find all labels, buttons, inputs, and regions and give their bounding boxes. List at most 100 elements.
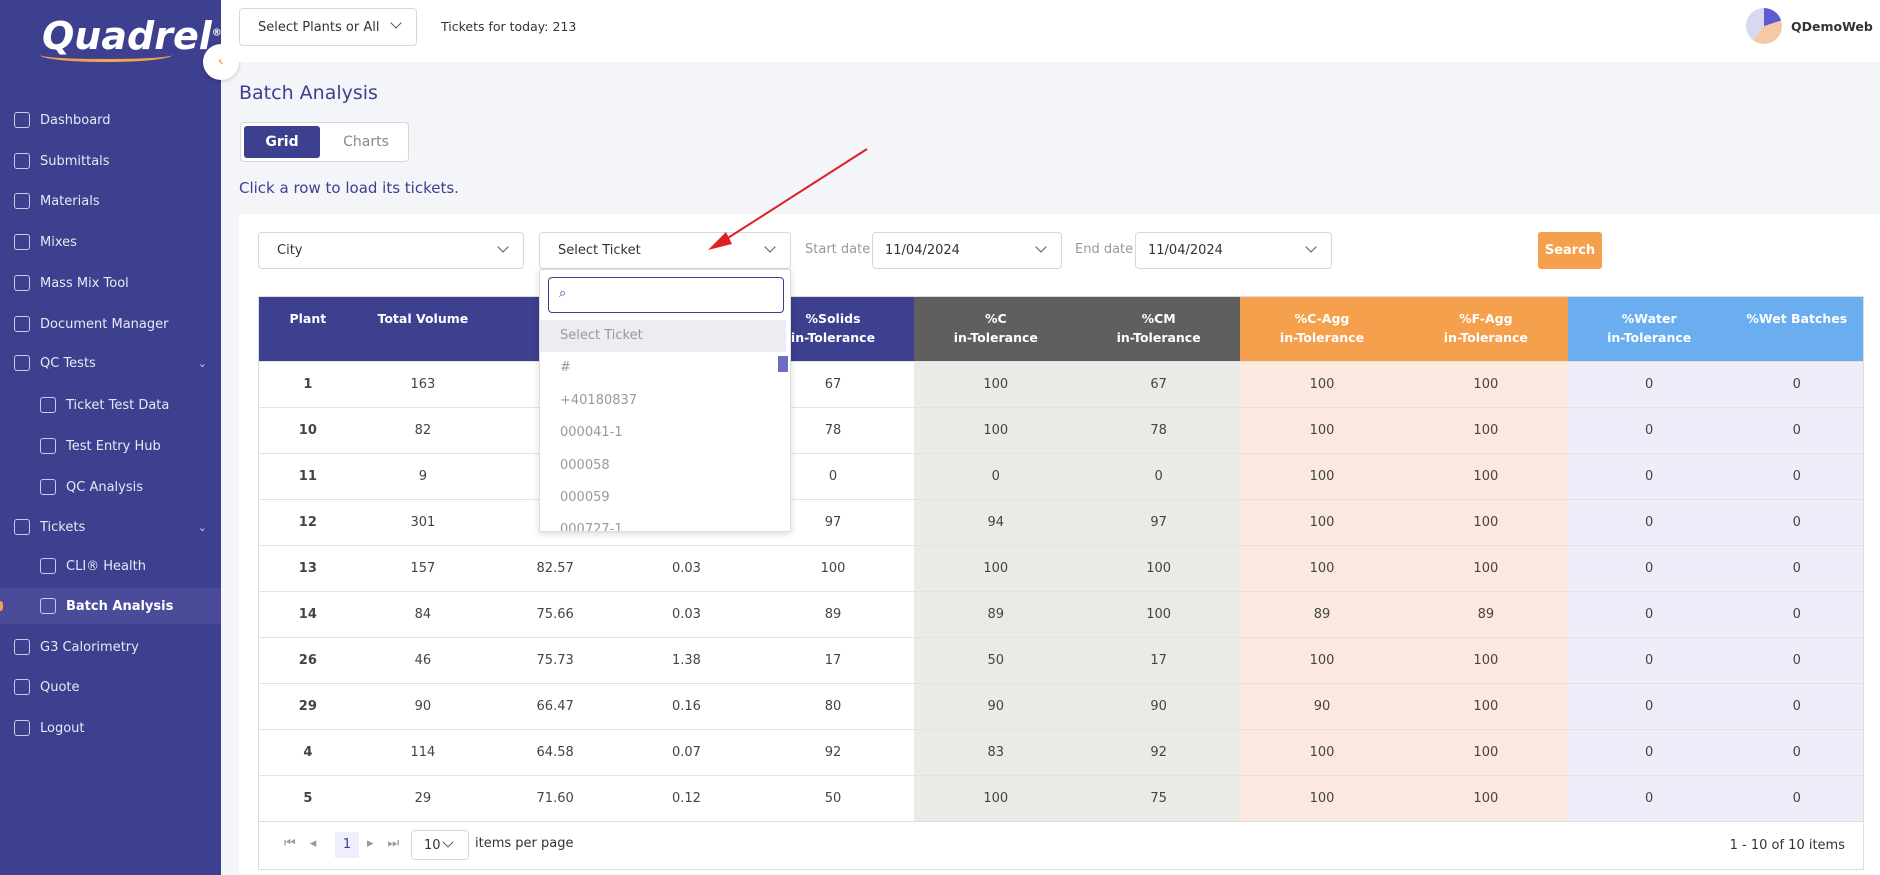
- nav-item[interactable]: QC Analysis: [0, 469, 221, 505]
- nav-label: Tickets: [40, 519, 86, 535]
- cell-text: 9: [418, 468, 427, 484]
- nav-item[interactable]: Test Entry Hub: [0, 428, 221, 464]
- table-cell: 0: [1567, 452, 1731, 499]
- nav-item[interactable]: Materials: [0, 183, 221, 219]
- nav-icon: [14, 234, 30, 250]
- cell-text: 0: [1792, 422, 1801, 438]
- table-row[interactable]: 10 82 78 100 78 100 100 0 0: [259, 406, 1863, 453]
- nav-item[interactable]: QC Tests ⌄: [0, 345, 221, 381]
- table-cell: 50: [751, 774, 915, 821]
- nav-item[interactable]: Mixes: [0, 224, 221, 260]
- search-button[interactable]: Search: [1538, 232, 1602, 269]
- nav-icon: [14, 355, 30, 371]
- nav-item[interactable]: Tickets ⌄: [0, 509, 221, 545]
- cell-text: 89: [1313, 606, 1331, 622]
- table-row[interactable]: 29 90 66.47 0.16 80 90 90 90 100 0 0: [259, 682, 1863, 729]
- column-header: %Wet Batches: [1730, 297, 1863, 361]
- table-cell: 66.47: [489, 682, 622, 729]
- nav-item[interactable]: Quote: [0, 669, 221, 705]
- table-cell: 82.57: [489, 544, 622, 591]
- cell-text: 97: [1150, 514, 1167, 530]
- dropdown-option[interactable]: 000058: [560, 457, 610, 473]
- page-title: Batch Analysis: [239, 82, 378, 104]
- table-cell: 0: [1730, 360, 1863, 407]
- nav-icon: [14, 519, 30, 535]
- table-cell: 100: [1403, 406, 1568, 453]
- tab[interactable]: Charts: [343, 134, 389, 150]
- avatar[interactable]: [1746, 8, 1782, 44]
- table-row[interactable]: 1 163 67 100 67 100 100 0 0: [259, 360, 1863, 407]
- table-cell: 11: [259, 452, 357, 499]
- cell-text: 0: [1792, 376, 1801, 392]
- table-cell: 100: [1403, 636, 1568, 683]
- dropdown-option[interactable]: 000727-1: [560, 522, 623, 532]
- cell-text: 100: [1309, 422, 1335, 438]
- city-select[interactable]: City: [258, 232, 524, 269]
- tab[interactable]: Grid: [244, 126, 320, 158]
- nav-icon: [40, 598, 56, 614]
- nav-item[interactable]: Dashboard: [0, 102, 221, 138]
- nav-item[interactable]: Submittals: [0, 143, 221, 179]
- table-row[interactable]: 26 46 75.73 1.38 17 50 17 100 100 0 0: [259, 636, 1863, 683]
- cell-text: 10: [298, 422, 317, 438]
- table-row[interactable]: 13 157 82.57 0.03 100 100 100 100 100 0 0: [259, 544, 1863, 591]
- nav-item[interactable]: Document Manager: [0, 306, 221, 342]
- nav-item[interactable]: Ticket Test Data: [0, 387, 221, 423]
- header-text: in-Tolerance: [1443, 330, 1528, 345]
- nav-icon: [14, 193, 30, 209]
- nav-label: Mass Mix Tool: [40, 275, 129, 291]
- nav-icon: [14, 316, 30, 332]
- nav-item[interactable]: Mass Mix Tool: [0, 265, 221, 301]
- nav-label: Materials: [40, 193, 100, 209]
- user-name[interactable]: QDemoWeb: [1791, 19, 1873, 34]
- cell-text: 0: [1792, 468, 1801, 484]
- table-row[interactable]: 14 84 75.66 0.03 89 89 100 89 89 0 0: [259, 590, 1863, 637]
- ticket-dropdown: ⌕ Select Ticket # +40180837 000041-1 000058 0…: [539, 269, 791, 532]
- start-date[interactable]: 11/04/2024: [872, 232, 1062, 269]
- end-label: End date: [1075, 242, 1134, 257]
- cell-text: 0: [1645, 422, 1654, 438]
- dropdown-option[interactable]: 000041-1: [560, 425, 623, 441]
- table-cell: 90: [914, 682, 1078, 729]
- table-cell: 78: [1077, 406, 1241, 453]
- table-row[interactable]: 11 9 0 0 0 100 100 0 0: [259, 452, 1863, 499]
- dropdown-option[interactable]: #: [560, 360, 571, 376]
- nav-item[interactable]: CLI® Health: [0, 548, 221, 584]
- page-number[interactable]: 1: [335, 832, 359, 858]
- table-row[interactable]: 4 114 64.58 0.07 92 83 92 100 100 0 0: [259, 728, 1863, 775]
- table-row[interactable]: 5 29 71.60 0.12 50 100 75 100 100 0 0: [259, 774, 1863, 821]
- pager-arrows[interactable]: ⏮◂: [284, 836, 331, 851]
- dropdown-option[interactable]: +40180837: [560, 392, 638, 408]
- table-cell: 67: [1077, 360, 1241, 407]
- nav-item[interactable]: Logout: [0, 710, 221, 746]
- cell-text: 13: [298, 560, 317, 576]
- cell-text: 80: [824, 698, 842, 714]
- scrollbar-thumb[interactable]: [778, 356, 788, 372]
- ticket-select[interactable]: Select Ticket: [539, 232, 791, 269]
- pager-arrows[interactable]: ▸⏭: [367, 836, 414, 851]
- nav-item[interactable]: G3 Calorimetry: [0, 629, 221, 665]
- per-page-label: items per page: [475, 836, 574, 851]
- cell-text: 157: [410, 560, 436, 576]
- cell-text: 163: [410, 376, 436, 392]
- table-cell: 100: [1240, 452, 1404, 499]
- nav-item[interactable]: Batch Analysis: [0, 588, 221, 624]
- table-cell: 0: [914, 452, 1078, 499]
- nav-label: G3 Calorimetry: [40, 639, 139, 655]
- header-text: in-Tolerance: [790, 330, 876, 345]
- dropdown-option[interactable]: Select Ticket: [560, 328, 643, 343]
- cell-text: 100: [983, 560, 1009, 576]
- page-size[interactable]: 10: [411, 830, 469, 860]
- cell-text: 0: [1645, 560, 1654, 576]
- dropdown-search[interactable]: ⌕: [548, 277, 784, 313]
- end-date[interactable]: 11/04/2024: [1135, 232, 1332, 269]
- table-cell: 0: [1567, 590, 1731, 637]
- cell-text: 26: [298, 652, 317, 668]
- table-row[interactable]: 12 301 97 94 97 100 100 0 0: [259, 498, 1863, 545]
- cell-text: 89: [987, 606, 1005, 622]
- cell-text: 4: [303, 744, 313, 760]
- table-cell: 100: [1403, 544, 1568, 591]
- plant-select[interactable]: Select Plants or All: [239, 8, 417, 46]
- table-cell: 100: [1240, 544, 1404, 591]
- dropdown-option[interactable]: 000059: [560, 490, 610, 505]
